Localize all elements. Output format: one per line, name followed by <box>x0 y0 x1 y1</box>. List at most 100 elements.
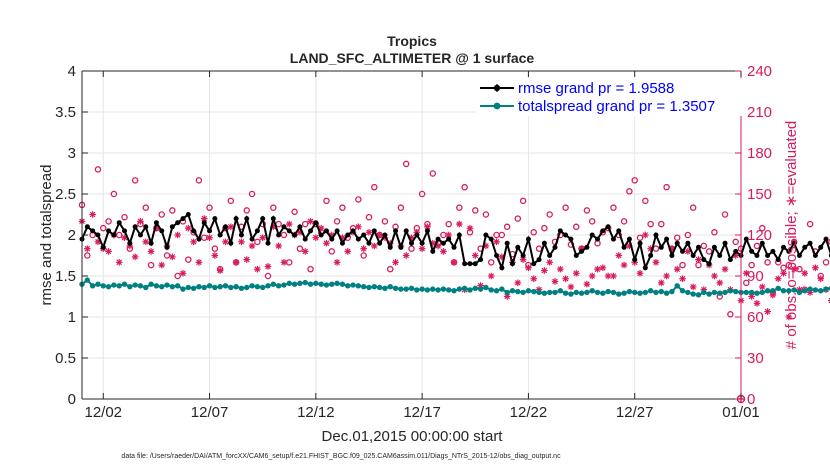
chart-subtitle: LAND_SFC_ALTIMETER @ 1 surface <box>290 50 535 66</box>
y-tick-label-4: 2 <box>68 227 76 244</box>
evaluated-obs-point <box>418 245 426 252</box>
possible-obs-point <box>753 242 761 250</box>
totalspread-point <box>217 283 223 290</box>
totalspread-point <box>674 283 680 289</box>
evaluated-obs-point <box>344 248 352 255</box>
evaluated-obs-point <box>525 264 532 272</box>
totalspread-point <box>546 289 553 296</box>
evaluated-obs-point <box>530 275 538 283</box>
evaluated-obs-point <box>355 223 362 231</box>
totalspread-point <box>759 289 765 296</box>
rmse-point <box>626 236 632 242</box>
rmse-point <box>616 228 622 234</box>
evaluated-obs-point <box>557 265 564 273</box>
possible-obs-point <box>365 213 373 221</box>
rmse-point <box>302 236 308 242</box>
possible-obs-point <box>588 218 596 225</box>
totalspread-point <box>153 283 160 289</box>
possible-obs-point <box>296 245 304 252</box>
possible-obs-point <box>785 261 793 269</box>
rmse-point <box>749 248 755 254</box>
totalspread-point <box>812 287 819 293</box>
x-tick-label-5: 12/27 <box>616 404 654 421</box>
x-tick-label-2: 12/12 <box>297 404 335 421</box>
totalspread-point <box>562 290 569 296</box>
totalspread-point <box>732 288 739 295</box>
evaluated-obs-point <box>84 245 91 252</box>
evaluated-obs-point <box>642 231 649 239</box>
totalspread-point <box>355 283 362 289</box>
rmse-point <box>520 253 526 258</box>
totalspread-point <box>754 290 760 296</box>
possible-obs-point <box>402 160 410 168</box>
y2-tick-label-0: 0 <box>747 391 755 408</box>
evaluated-obs-point <box>695 256 702 263</box>
rmse-point <box>440 240 446 246</box>
totalspread-point <box>584 289 590 296</box>
rmse-point <box>754 253 760 258</box>
totalspread-point <box>573 289 579 296</box>
totalspread-point <box>392 285 399 291</box>
rmse-point <box>563 232 569 238</box>
possible-obs-point <box>652 245 660 252</box>
evaluated-obs-point <box>440 248 447 255</box>
possible-obs-point <box>759 224 766 232</box>
evaluated-obs-point <box>546 259 553 266</box>
totalspread-point <box>653 289 659 296</box>
evaluated-obs-point <box>179 269 187 277</box>
totalspread-point <box>376 284 383 291</box>
evaluated-obs-point <box>142 238 150 246</box>
evaluated-obs-point <box>657 279 665 287</box>
rmse-point <box>84 224 90 230</box>
y-tick-label-6: 3 <box>68 145 76 162</box>
totalspread-point <box>600 290 606 296</box>
rmse-point <box>249 236 255 242</box>
totalspread-point <box>233 283 239 290</box>
y-tick-label-2: 1 <box>68 309 76 326</box>
legend-box <box>476 78 748 116</box>
evaluated-obs-point <box>195 259 203 266</box>
totalspread-point <box>137 283 144 289</box>
rmse-point <box>116 220 122 226</box>
evaluated-obs-point <box>370 242 378 250</box>
totalspread-point <box>318 281 324 287</box>
rmse-point <box>717 253 723 258</box>
evaluated-obs-point <box>471 252 479 259</box>
possible-obs-point <box>636 234 644 241</box>
rmse-point <box>733 248 739 254</box>
y2-tick-label-8: 240 <box>747 63 772 80</box>
rmse-point <box>632 257 638 263</box>
totalspread-point <box>212 284 218 291</box>
possible-obs-point <box>94 166 102 173</box>
totalspread-point <box>366 284 372 291</box>
totalspread-point <box>610 289 617 296</box>
totalspread-point <box>711 289 718 296</box>
rmse-point <box>297 224 303 230</box>
rmse-point <box>111 232 117 238</box>
totalspread-point <box>105 283 112 290</box>
totalspread-point <box>578 290 585 296</box>
evaluated-obs-point <box>790 265 798 273</box>
possible-obs-point <box>695 261 702 269</box>
totalspread-point <box>594 289 601 296</box>
evaluated-obs-point <box>360 245 367 252</box>
totalspread-point <box>111 282 117 288</box>
evaluated-obs-point <box>89 211 96 218</box>
possible-obs-point <box>328 248 336 255</box>
totalspread-point <box>493 288 500 294</box>
rmse-point <box>430 248 436 254</box>
rmse-point <box>339 240 345 246</box>
totalspread-point <box>621 290 627 296</box>
rmse-point <box>648 253 654 258</box>
possible-obs-point <box>174 272 181 280</box>
y-tick-label-8: 4 <box>68 63 76 80</box>
totalspread-point <box>520 289 526 296</box>
rmse-point <box>600 228 606 234</box>
possible-obs-point <box>200 234 208 241</box>
possible-obs-point <box>408 245 415 252</box>
possible-obs-point <box>339 204 346 211</box>
possible-obs-point <box>206 204 213 211</box>
evaluated-obs-point <box>594 265 601 273</box>
evaluated-obs-point <box>243 256 251 263</box>
rmse-point <box>350 228 356 234</box>
